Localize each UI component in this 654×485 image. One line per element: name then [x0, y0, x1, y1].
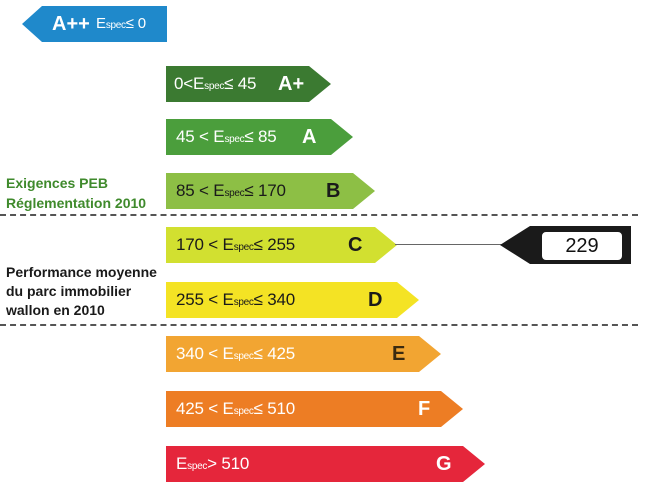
exigences-label-line1: Exigences PEB — [6, 175, 108, 191]
band-e-range-suffix: ≤ 425 — [253, 344, 296, 363]
band-a-range-suffix: ≤ 85 — [244, 127, 277, 146]
band-g-range: Espec> 510 — [176, 446, 249, 482]
band-a-plus-range-prefix: 0< — [174, 74, 193, 93]
band-e-range-prefix: 340 < — [176, 344, 219, 363]
band-d: 255 < Espec≤ 340 D — [166, 282, 419, 318]
band-f-grade: F — [418, 398, 431, 420]
band-e-range: 340 < Espec≤ 425 — [176, 336, 295, 372]
espec-symbol: E — [213, 181, 225, 200]
band-e-shape — [166, 336, 441, 372]
band-c-range-suffix: ≤ 255 — [253, 235, 296, 254]
band-f-range-prefix: 425 < — [176, 399, 219, 418]
band-d-range: 255 < Espec≤ 340 — [176, 282, 295, 318]
band-g-shape — [166, 446, 485, 482]
band-a-arrow — [166, 119, 353, 155]
espec-subscript: spec — [224, 134, 245, 145]
band-a-plus-plus-range-suffix: ≤ 0 — [125, 15, 146, 32]
band-d-range-prefix: 255 < — [176, 290, 219, 309]
indicator-value: 229 — [540, 230, 624, 262]
band-f: 425 < Espec≤ 510 F — [166, 391, 463, 427]
exigences-label-line2: Réglementation 2010 — [6, 195, 147, 211]
espec-symbol: E — [96, 15, 106, 32]
band-c-range-prefix: 170 < — [176, 235, 219, 254]
band-g-arrow — [166, 446, 485, 482]
band-e: 340 < Espec≤ 425 E — [166, 336, 441, 372]
exigences-label: Exigences PEB Réglementation 2010 — [6, 173, 146, 213]
espec-symbol: E — [213, 127, 225, 146]
band-a-plus-shape — [166, 66, 331, 102]
espec-subscript: spec — [233, 406, 254, 417]
band-a-plus: 0<Espec≤ 45 A+ — [166, 66, 331, 102]
band-c-range: 170 < Espec≤ 255 — [176, 227, 295, 263]
espec-subscript: spec — [224, 188, 245, 199]
band-a-shape — [166, 119, 353, 155]
band-c: 170 < Espec≤ 255 C — [166, 227, 397, 263]
band-g-grade: G — [436, 453, 452, 475]
espec-symbol: E — [176, 454, 188, 473]
band-g-range-suffix: > 510 — [207, 454, 250, 473]
band-a-plus-plus-shape — [22, 6, 167, 42]
band-c-shape — [166, 227, 397, 263]
band-b-arrow — [166, 173, 375, 209]
band-d-range-suffix: ≤ 340 — [253, 290, 296, 309]
band-a-plus-arrow — [166, 66, 331, 102]
band-f-range-suffix: ≤ 510 — [253, 399, 296, 418]
espec-subscript: spec — [187, 461, 208, 472]
band-a-plus-plus-range: Espec≤ 0 — [96, 6, 146, 42]
band-a-range-prefix: 45 < — [176, 127, 209, 146]
band-a-grade: A — [302, 126, 317, 148]
espec-subscript: spec — [204, 81, 225, 92]
band-a: 45 < Espec≤ 85 A — [166, 119, 353, 155]
band-a-range: 45 < Espec≤ 85 — [176, 119, 277, 155]
band-b-range: 85 < Espec≤ 170 — [176, 173, 286, 209]
espec-subscript: spec — [233, 242, 254, 253]
band-b-grade: B — [326, 180, 341, 202]
band-f-shape — [166, 391, 463, 427]
band-d-grade: D — [368, 289, 383, 311]
band-c-grade: C — [348, 234, 363, 256]
band-b-range-suffix: ≤ 170 — [244, 181, 286, 200]
band-a-plus-grade: A+ — [278, 73, 305, 95]
band-e-grade: E — [392, 343, 406, 365]
espec-symbol: E — [222, 399, 234, 418]
espec-subscript: spec — [233, 351, 254, 362]
band-c-arrow — [166, 227, 397, 263]
divider-performance — [0, 324, 638, 326]
espec-symbol: E — [222, 344, 234, 363]
espec-symbol: E — [192, 74, 205, 93]
band-a-plus-plus: A++ Espec≤ 0 — [22, 6, 167, 42]
espec-symbol: E — [222, 235, 234, 254]
band-f-arrow — [166, 391, 463, 427]
band-b: 85 < Espec≤ 170 B — [166, 173, 375, 209]
band-a-plus-plus-grade: A++ — [52, 13, 90, 35]
indicator-line — [395, 244, 505, 245]
performance-label: Performance moyenne du parc immobilier w… — [6, 263, 157, 320]
performance-label-line2: du parc immobilier — [6, 283, 132, 299]
band-b-range-prefix: 85 < — [176, 181, 209, 200]
band-f-range: 425 < Espec≤ 510 — [176, 391, 295, 427]
performance-label-line3: wallon en 2010 — [6, 302, 105, 318]
band-d-shape — [166, 282, 419, 318]
divider-exigences — [0, 214, 638, 216]
espec-symbol: E — [222, 290, 234, 309]
espec-subscript: spec — [105, 20, 126, 31]
performance-label-line1: Performance moyenne — [6, 264, 157, 280]
band-g: Espec> 510 G — [166, 446, 485, 482]
espec-subscript: spec — [233, 297, 254, 308]
band-b-shape — [166, 173, 375, 209]
band-a-plus-range-suffix: ≤ 45 — [224, 74, 257, 93]
band-a-plus-range: 0<Espec≤ 45 — [174, 66, 256, 102]
band-e-arrow — [166, 336, 441, 372]
band-a-plus-plus-arrow — [22, 6, 167, 42]
band-d-arrow — [166, 282, 419, 318]
